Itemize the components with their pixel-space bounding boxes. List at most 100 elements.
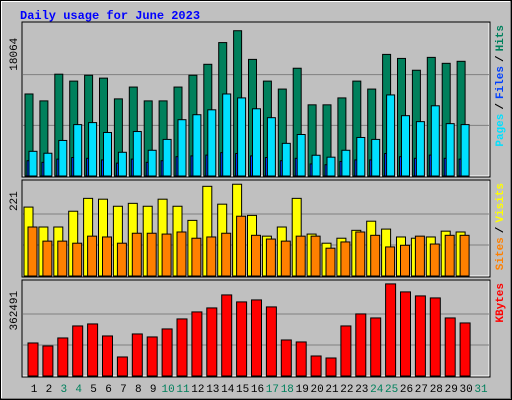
bar xyxy=(191,311,203,377)
legend: Sites / Visits xyxy=(495,183,507,270)
legend-entry: KBytes xyxy=(495,283,507,323)
bar xyxy=(176,318,188,377)
bar xyxy=(295,235,306,277)
chart-title: Daily usage for June 2023 xyxy=(20,9,200,23)
x-tick-label: 12 xyxy=(191,384,204,396)
bar xyxy=(176,231,187,277)
x-tick-label: 26 xyxy=(400,384,413,396)
bar xyxy=(295,341,307,377)
bar xyxy=(221,232,232,277)
bar xyxy=(177,119,187,177)
bar xyxy=(207,109,217,177)
y-tick-label: 221 xyxy=(9,191,21,211)
x-tick-label: 1 xyxy=(31,384,38,396)
legend-entry: Sites xyxy=(495,237,507,270)
bar xyxy=(116,356,128,377)
bar xyxy=(221,294,233,377)
bar xyxy=(281,142,291,177)
bar xyxy=(311,154,321,177)
x-tick-label: 23 xyxy=(355,384,368,396)
bar xyxy=(341,149,351,177)
bar xyxy=(236,215,247,277)
bar xyxy=(88,122,98,177)
bar xyxy=(117,151,127,177)
x-tick-label: 5 xyxy=(90,384,97,396)
bar xyxy=(371,138,381,177)
bar xyxy=(414,235,425,277)
bar xyxy=(73,124,83,177)
bar xyxy=(251,299,262,377)
bar xyxy=(326,156,336,177)
bar xyxy=(42,345,54,377)
bar xyxy=(58,139,68,177)
x-tick-label: 21 xyxy=(325,384,339,396)
x-tick-label: 25 xyxy=(385,384,398,396)
bar xyxy=(296,134,306,177)
y-tick-label: 362491 xyxy=(9,290,21,330)
bar xyxy=(222,93,232,177)
bar xyxy=(236,301,248,377)
bar xyxy=(102,236,112,277)
legend-entry: Files xyxy=(495,66,507,99)
bar xyxy=(265,238,276,277)
x-tick-label: 28 xyxy=(430,384,443,396)
bar xyxy=(445,123,455,177)
legend-separator: / xyxy=(495,226,507,233)
y-tick-label: 18064 xyxy=(9,37,21,70)
bar xyxy=(429,243,440,277)
bar xyxy=(370,234,381,277)
x-tick-label: 11 xyxy=(176,384,190,396)
bar xyxy=(28,150,38,177)
bar xyxy=(116,242,127,277)
bar xyxy=(325,357,337,377)
bar xyxy=(414,295,426,377)
bar xyxy=(444,234,455,277)
bar xyxy=(310,355,322,377)
legend: KBytes xyxy=(495,283,507,323)
bar xyxy=(356,136,366,177)
x-tick-label: 6 xyxy=(105,384,112,396)
bar xyxy=(429,297,441,377)
x-tick-label: 14 xyxy=(221,384,235,396)
x-tick-label: 13 xyxy=(206,384,219,396)
legend-entry: Visits xyxy=(495,183,507,223)
bar xyxy=(400,291,411,377)
bar xyxy=(206,307,218,377)
x-tick-label: 27 xyxy=(415,384,428,396)
bar xyxy=(42,240,53,277)
bar xyxy=(237,97,247,177)
bar xyxy=(57,240,68,277)
x-tick-label: 9 xyxy=(150,384,157,396)
bar xyxy=(87,235,98,277)
x-tick-label: 22 xyxy=(340,384,353,396)
legend-entry: Hits xyxy=(495,25,507,51)
bar xyxy=(310,235,321,277)
bar xyxy=(355,313,367,377)
bar xyxy=(192,114,202,177)
bar xyxy=(459,234,470,277)
x-tick-label: 15 xyxy=(236,384,249,396)
bar xyxy=(27,226,38,277)
bar xyxy=(385,246,396,277)
legend: Pages / Files / Hits xyxy=(495,25,507,147)
bar xyxy=(161,233,172,277)
bar xyxy=(132,131,142,177)
bar xyxy=(147,149,157,177)
x-tick-label: 16 xyxy=(251,384,264,396)
bar xyxy=(401,115,410,177)
bar xyxy=(146,336,158,377)
bar xyxy=(265,306,277,377)
bar xyxy=(459,322,471,377)
bar xyxy=(415,121,425,177)
x-tick-label: 29 xyxy=(445,384,458,396)
bar xyxy=(161,328,173,377)
bar xyxy=(280,339,292,377)
legend-entry: Pages xyxy=(495,114,507,147)
bar xyxy=(206,236,217,277)
x-tick-label: 19 xyxy=(296,384,309,396)
bar xyxy=(87,323,99,377)
bar xyxy=(57,337,69,377)
x-tick-label: 20 xyxy=(310,384,323,396)
bar xyxy=(444,317,456,377)
bar xyxy=(325,247,336,277)
